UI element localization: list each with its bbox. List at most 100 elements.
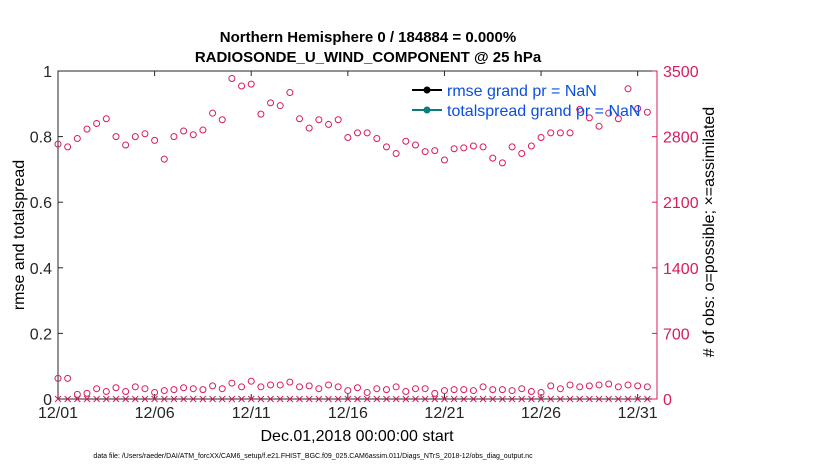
assimilated-point <box>238 395 245 403</box>
possible_upper-point <box>247 80 255 88</box>
possible_upper-point <box>189 131 197 139</box>
possible_lower-point <box>460 386 468 394</box>
possible_lower-point <box>498 386 506 394</box>
possible_upper-point <box>218 116 226 124</box>
assimilated-point <box>508 395 516 403</box>
assimilated-point <box>537 395 545 403</box>
legend-totalspread-label: totalspread grand pr = NaN <box>447 103 640 120</box>
right-y-tick-label: 1400 <box>663 261 699 278</box>
possible_lower-point <box>54 374 62 382</box>
possible_lower-point <box>141 385 149 393</box>
assimilated-point <box>315 395 323 403</box>
possible_lower-point <box>614 383 622 391</box>
possible_lower-point <box>440 387 448 395</box>
possible_lower-point <box>585 382 593 390</box>
possible_lower-point <box>354 384 361 392</box>
possible_lower-point <box>624 381 632 389</box>
possible_upper-point <box>440 156 448 164</box>
assimilated-point <box>576 395 584 403</box>
legend: rmse grand pr = NaN totalspread grand pr… <box>412 83 640 120</box>
x-tick-label: 12/31 <box>618 405 658 422</box>
possible_lower-point <box>402 388 410 396</box>
chart-title-line1: Northern Hemisphere 0 / 184884 = 0.000% <box>220 29 516 46</box>
possible_upper-point <box>431 147 439 155</box>
assimilated-point <box>460 395 468 403</box>
possible_lower-point <box>392 383 400 391</box>
assimilated-point <box>643 395 651 403</box>
data-marks <box>54 74 651 403</box>
possible_lower-point <box>411 385 419 393</box>
assimilated-point <box>479 395 487 403</box>
possible_lower-point <box>634 382 642 390</box>
assimilated-point <box>276 395 284 403</box>
right-y-tick-label: 0 <box>663 392 672 409</box>
assimilated-point <box>257 395 265 403</box>
left-y-tick-label: 0.8 <box>30 130 52 147</box>
possible_upper-point <box>267 99 275 107</box>
possible_lower-point <box>363 388 371 396</box>
possible_upper-point <box>238 82 246 90</box>
left-y-tick-label: 0.2 <box>30 326 52 343</box>
assimilated-point <box>392 395 400 403</box>
possible_lower-point <box>160 387 168 395</box>
x-tick-label: 12/06 <box>135 405 175 422</box>
right-y-tick-label: 700 <box>663 326 690 343</box>
possible_lower-point <box>189 385 197 393</box>
assimilated-point <box>199 395 207 403</box>
possible_upper-point <box>498 159 506 167</box>
possible_upper-point <box>460 144 468 152</box>
right-y-tick-label: 2800 <box>663 130 699 147</box>
chart-title-line2: RADIOSONDE_U_WIND_COMPONENT @ 25 hPa <box>195 49 542 66</box>
possible_lower-point <box>209 382 217 390</box>
possible_lower-point <box>305 382 313 390</box>
left-y-axis-label: rmse and totalspread <box>11 160 28 310</box>
assimilated-point <box>586 395 593 403</box>
possible_lower-point <box>228 379 236 387</box>
x-tick-label: 12/26 <box>521 405 561 422</box>
possible_upper-point <box>421 148 429 156</box>
possible_lower-point <box>431 389 439 397</box>
possible_lower-point <box>151 388 159 396</box>
possible_upper-point <box>576 105 584 113</box>
possible_upper-point <box>257 110 265 118</box>
possible_lower-point <box>576 383 584 391</box>
possible_lower-point <box>373 385 381 393</box>
left-y-axis-ticks: 0 0.2 0.4 0.6 0.8 1 <box>30 64 63 409</box>
possible_upper-point <box>344 134 352 142</box>
assimilated-point <box>547 395 555 403</box>
assimilated-point <box>247 395 255 403</box>
assimilated-point <box>634 395 642 403</box>
possible_upper-point <box>527 142 535 150</box>
right-y-tick-label: 3500 <box>663 64 699 81</box>
possible_lower-point <box>93 385 101 393</box>
possible_lower-point <box>450 386 458 394</box>
possible_upper-point <box>276 102 284 110</box>
legend-rmse-label: rmse grand pr = NaN <box>447 83 597 100</box>
assimilated-point <box>431 395 439 403</box>
possible_upper-point <box>64 143 72 151</box>
possible_lower-point <box>479 383 487 391</box>
possible_upper-point <box>363 129 371 137</box>
possible_upper-point <box>325 120 333 128</box>
assimilated-point <box>566 395 574 403</box>
assimilated-point <box>170 395 178 403</box>
assimilated-point <box>441 395 448 403</box>
assimilated-point <box>102 395 110 403</box>
assimilated-point <box>209 395 216 403</box>
possible_upper-point <box>122 141 130 149</box>
possible_upper-point <box>296 115 304 123</box>
right-y-tick-label: 2100 <box>663 195 699 212</box>
legend-totalspread-marker <box>423 106 431 114</box>
possible_upper-point <box>634 104 642 112</box>
assimilated-point <box>228 395 236 403</box>
possible_upper-point <box>354 129 361 137</box>
possible_lower-point <box>218 385 226 393</box>
possible_lower-point <box>122 388 130 396</box>
assimilated-point <box>344 395 352 403</box>
possible_lower-point <box>199 386 207 394</box>
assimilated-point <box>557 395 564 403</box>
possible_upper-point <box>170 133 178 141</box>
assimilated-point <box>624 395 632 403</box>
possible_lower-point <box>547 382 555 390</box>
assimilated-point <box>615 395 622 403</box>
